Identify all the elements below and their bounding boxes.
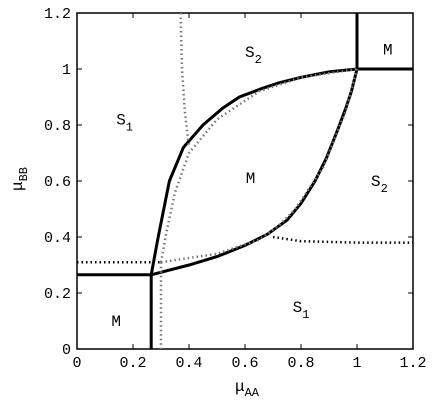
y-tick-label: 0.8 — [44, 118, 71, 135]
y-tick-label: 1.2 — [44, 6, 71, 23]
region-label-main: M — [383, 41, 393, 59]
region-label-main: M — [111, 313, 121, 331]
y-axis-label-sub: BB — [17, 167, 31, 181]
region-label: M — [383, 41, 393, 59]
y-tick-label: 0.4 — [44, 230, 71, 247]
x-tick-label: 1.2 — [399, 355, 426, 372]
x-tick-label: 0.4 — [175, 355, 202, 372]
region-label-main: S — [245, 44, 255, 62]
region-label-sub: 1 — [126, 120, 133, 134]
region-label: M — [246, 170, 256, 188]
region-label-main: S — [116, 111, 126, 129]
region-label: S1 — [293, 299, 310, 322]
region-label: S2 — [371, 173, 388, 196]
region-label-main: S — [371, 173, 381, 191]
region-label-main: S — [293, 299, 303, 317]
x-tick-label: 0.6 — [231, 355, 258, 372]
phase-boundary — [149, 67, 358, 276]
dotted-boundary — [179, 12, 191, 148]
region-label: S1 — [116, 111, 133, 134]
x-tick-label: 0.2 — [119, 355, 146, 372]
region-label: M — [111, 313, 121, 331]
x-axis-label: μAA — [235, 378, 260, 400]
y-tick-label: 0 — [62, 342, 71, 359]
y-tick-label: 0.2 — [44, 286, 71, 303]
x-tick-label: 1 — [352, 355, 361, 372]
x-tick-label: 0 — [72, 355, 81, 372]
region-label-sub: 2 — [381, 182, 388, 196]
dotted-boundary — [272, 235, 413, 244]
phase-boundary — [77, 273, 153, 349]
y-axis-label-main: μ — [9, 181, 27, 191]
dotted-boundary — [159, 67, 358, 263]
y-tick-label: 0.6 — [44, 174, 71, 191]
dotted-boundary — [160, 68, 359, 264]
region-label: S2 — [245, 44, 262, 67]
phase-boundary — [355, 13, 413, 71]
y-tick-label: 1 — [62, 62, 71, 79]
region-label-main: M — [246, 170, 256, 188]
region-label-sub: 1 — [302, 308, 309, 322]
x-axis-label-main: μ — [235, 378, 245, 396]
x-axis-label-sub: AA — [245, 386, 260, 400]
region-label-sub: 2 — [255, 53, 262, 67]
x-tick-label: 0.8 — [287, 355, 314, 372]
y-axis-label: μBB — [9, 167, 31, 191]
